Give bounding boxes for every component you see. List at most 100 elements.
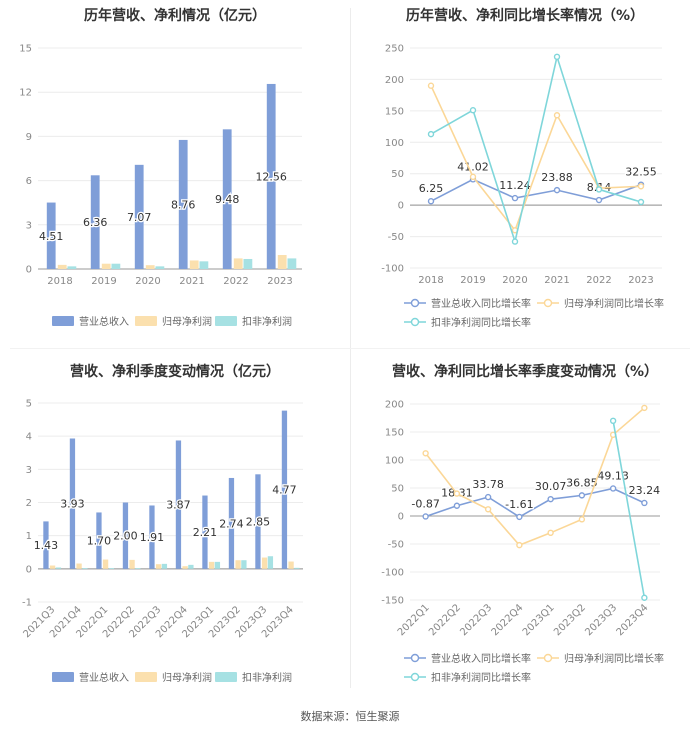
series-point-1 xyxy=(453,502,461,509)
x-tick-label: 2022 xyxy=(223,276,248,287)
series-point-2 xyxy=(422,450,429,457)
bar-2 xyxy=(102,559,109,569)
y-tick-label: 50 xyxy=(391,169,404,180)
legend-label: 归母净利润 xyxy=(162,315,212,328)
legend-label: 营业总收入 xyxy=(79,671,129,684)
bar-3 xyxy=(287,258,297,269)
x-tick-label: 2022Q2 xyxy=(427,602,463,638)
series-point-2 xyxy=(547,529,554,537)
bar-3 xyxy=(199,261,209,269)
bar-2 xyxy=(235,560,241,569)
legend-swatch xyxy=(215,672,237,682)
series-point-2 xyxy=(578,516,586,523)
x-tick-label: 2023Q3 xyxy=(583,602,619,638)
data-label: 23.88 xyxy=(541,171,573,184)
legend-label: 归母净利润同比增长率 xyxy=(564,652,664,665)
y-tick-label: 4 xyxy=(26,432,32,443)
data-label: 2.00 xyxy=(113,530,138,543)
series-point-2 xyxy=(516,541,523,549)
series-point-1 xyxy=(609,485,617,492)
y-tick-label: 0 xyxy=(398,512,404,523)
bar-3 xyxy=(82,568,88,569)
bar-1 xyxy=(46,202,56,269)
bar-1 xyxy=(266,83,276,269)
series-point-1 xyxy=(641,499,648,507)
bar-3 xyxy=(108,568,115,569)
bar-1 xyxy=(281,410,288,569)
bar-3 xyxy=(241,560,247,569)
x-tick-label: 2023Q4 xyxy=(615,602,651,638)
legend-marker xyxy=(410,653,420,663)
y-tick-label: 3 xyxy=(26,465,32,476)
series-point-3 xyxy=(553,53,561,60)
y-tick-label: 12 xyxy=(19,88,32,99)
bar-2 xyxy=(49,565,56,569)
x-tick-label: 2022Q4 xyxy=(490,602,526,638)
series-line-2 xyxy=(424,407,645,547)
series-point-2 xyxy=(484,506,492,513)
bar-3 xyxy=(188,564,194,569)
series-line-1 xyxy=(425,487,645,518)
y-tick-label: 9 xyxy=(26,132,32,143)
bar-1 xyxy=(122,502,129,569)
annual-growth-rate-chart: 历年营收、净利同比增长率情况（%） -100 -50 0 50 100 150 200 250 2… xyxy=(381,7,664,329)
legend-label: 营业总收入同比增长率 xyxy=(431,297,531,310)
bar-1 xyxy=(149,505,155,569)
legend-label: 归母净利润同比增长率 xyxy=(564,297,664,310)
x-tick-label: 2018 xyxy=(47,276,72,287)
data-label: 11.24 xyxy=(499,179,531,192)
legend-swatch xyxy=(135,672,157,682)
horizontal-divider xyxy=(10,348,690,349)
y-tick-label: 50 xyxy=(391,484,404,495)
y-tick-label: 1 xyxy=(26,531,32,542)
data-label: 3.87 xyxy=(166,499,191,512)
x-tick-label: 2020 xyxy=(135,276,160,287)
annual-revenue-profit-chart: 历年营收、净利情况（亿元） 0 3 6 9 12 15 2018 2019 2020 2021 202… xyxy=(19,7,302,328)
bar-3 xyxy=(267,556,274,569)
bar-1 xyxy=(43,521,49,569)
series-point-3 xyxy=(469,107,477,114)
x-tick-label: 2022Q1 xyxy=(396,602,432,638)
y-tick-label: 0 xyxy=(26,564,32,575)
legend-label: 归母净利润 xyxy=(162,671,212,684)
bar-1 xyxy=(96,512,102,569)
bar-1 xyxy=(178,139,188,269)
x-tick-label: 2019 xyxy=(91,276,116,287)
series-point-1 xyxy=(516,513,523,521)
data-label: 2.85 xyxy=(246,516,271,529)
legend-marker xyxy=(410,672,420,682)
y-tick-label: 150 xyxy=(385,428,404,439)
x-tick-label: 2018 xyxy=(418,275,443,286)
series-point-1 xyxy=(595,196,603,204)
series-point-1 xyxy=(511,194,519,202)
legend-label: 扣非净利润同比增长率 xyxy=(431,671,531,684)
x-tick-label: 2023 xyxy=(628,275,653,286)
data-label: 1.91 xyxy=(140,531,165,544)
series-point-2 xyxy=(553,112,561,119)
bar-2 xyxy=(129,559,135,569)
data-label: 2.21 xyxy=(193,526,218,539)
legend-marker xyxy=(543,298,553,308)
bar-2 xyxy=(101,263,111,269)
legend-label: 扣非净利润 xyxy=(242,315,292,328)
quarterly-growth-rate-chart: 营收、净利同比增长率季度变动情况（%） -150 -100 -50 0 50 100 150 2… xyxy=(381,363,664,684)
x-tick-label: 2023Q2 xyxy=(552,602,588,638)
chart-title: 营收、净利同比增长率季度变动情况（%） xyxy=(392,363,658,380)
bar-2 xyxy=(261,557,268,569)
y-tick-label: 5 xyxy=(26,399,32,410)
data-label: 6.25 xyxy=(419,182,444,195)
legend-label: 扣非净利润同比增长率 xyxy=(431,316,531,329)
x-tick-label: 2022 xyxy=(586,275,611,286)
x-tick-label: 2020 xyxy=(502,275,527,286)
data-label: 4.51 xyxy=(39,230,64,243)
series-point-1 xyxy=(484,493,492,501)
series-point-2 xyxy=(641,404,648,412)
legend-label: 营业总收入同比增长率 xyxy=(431,652,531,665)
y-tick-label: 100 xyxy=(385,138,404,149)
bar-3 xyxy=(55,567,62,569)
bar-1 xyxy=(175,440,182,569)
legend-swatch xyxy=(52,672,74,682)
bar-2 xyxy=(145,265,155,269)
series-point-1 xyxy=(422,513,429,520)
data-label: 1.70 xyxy=(87,535,112,548)
